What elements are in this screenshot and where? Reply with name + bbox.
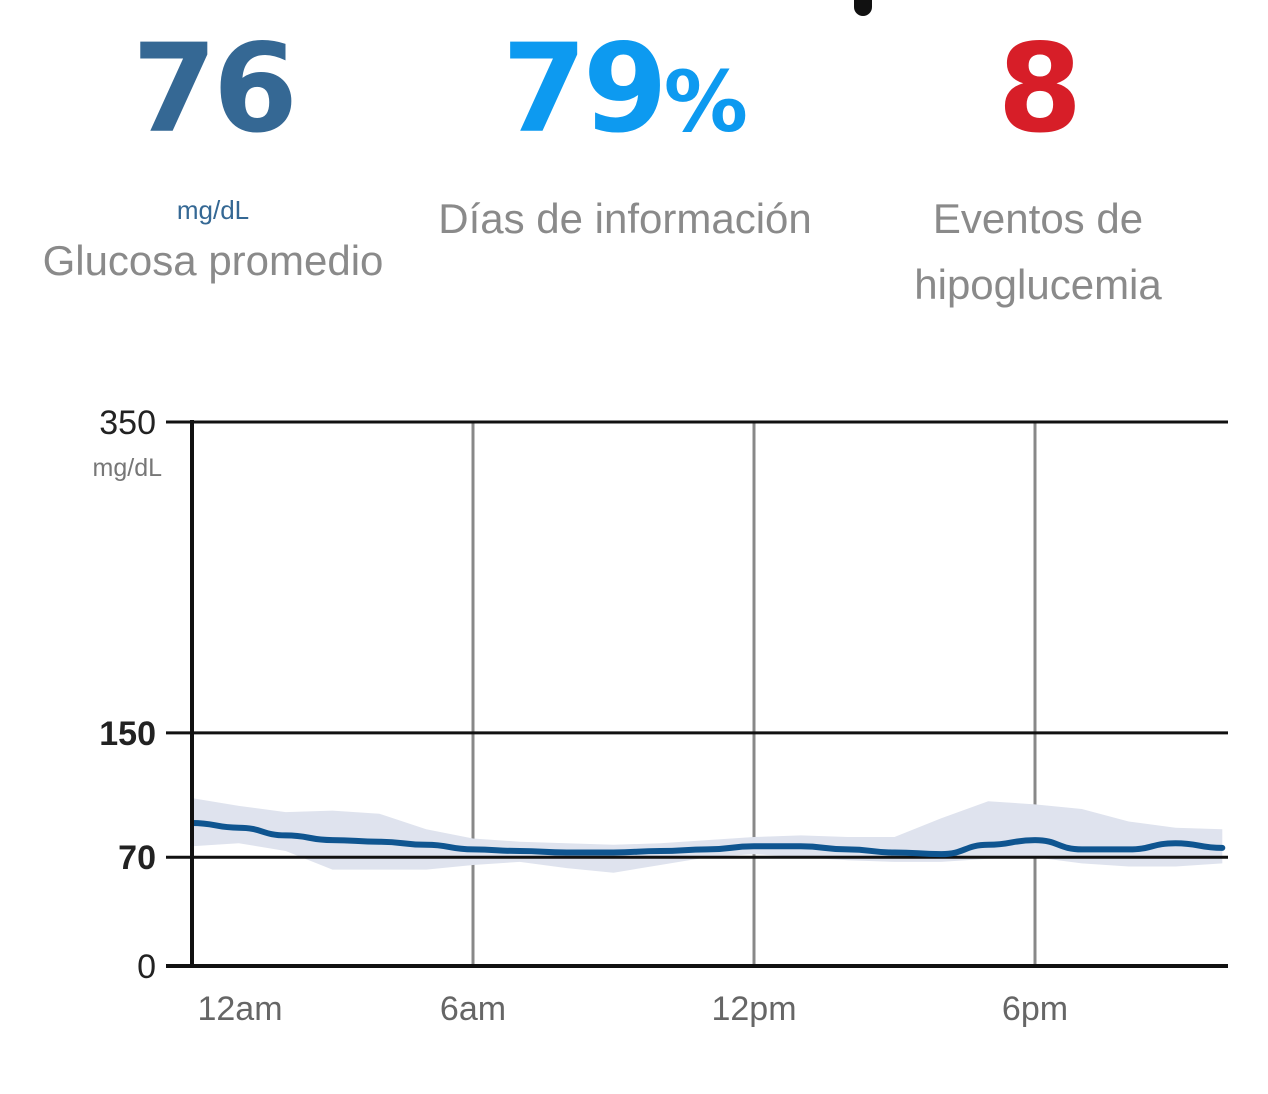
hypoglycemia-events-label: Eventos de hipoglucemia bbox=[880, 186, 1196, 318]
x-tick-label-12am: 12am bbox=[197, 990, 282, 1028]
median-line-group bbox=[192, 820, 1226, 858]
data-days-label: Días de información bbox=[438, 195, 812, 242]
y-axis-labels: 0 70 150 350 mg/dL bbox=[93, 404, 163, 986]
y-tick-label-0: 0 bbox=[137, 948, 156, 986]
y-axis-unit: mg/dL bbox=[93, 454, 163, 482]
data-days-value: 79% bbox=[420, 28, 830, 150]
data-days-percent-sign: % bbox=[663, 53, 748, 151]
hypoglycemia-label-line2: hipoglucemia bbox=[914, 261, 1162, 308]
y-tick-label-150: 150 bbox=[99, 715, 156, 753]
x-axis-labels: 12am 6am 12pm 6pm bbox=[197, 990, 1068, 1028]
median-glucose-line bbox=[192, 820, 1226, 858]
x-tick-label-6pm: 6pm bbox=[1002, 990, 1068, 1028]
chart-axes bbox=[166, 420, 1228, 968]
data-days-number: 79 bbox=[502, 18, 668, 160]
horizontal-gridlines bbox=[166, 420, 1228, 859]
camera-notch bbox=[854, 0, 872, 16]
average-glucose-value: 76 bbox=[132, 18, 298, 160]
vertical-gridlines bbox=[471, 422, 1037, 966]
y-tick-label-350: 350 bbox=[99, 404, 156, 442]
hypoglycemia-events-stat: 8 Eventos de hipoglucemia bbox=[880, 28, 1196, 318]
hypoglycemia-events-value: 8 bbox=[997, 18, 1083, 160]
hypoglycemia-label-line1: Eventos de bbox=[932, 195, 1144, 242]
glucose-range-band bbox=[192, 798, 1223, 873]
y-tick-label-70: 70 bbox=[118, 839, 156, 877]
average-glucose-stat: 76 mg/dL Glucosa promedio bbox=[30, 28, 396, 294]
data-days-stat: 79% Días de información bbox=[420, 28, 830, 252]
x-tick-label-12pm: 12pm bbox=[711, 990, 796, 1028]
range-band-group bbox=[192, 798, 1223, 873]
x-tick-label-6am: 6am bbox=[440, 990, 506, 1028]
average-glucose-unit: mg/dL bbox=[176, 195, 250, 225]
average-glucose-label: Glucosa promedio bbox=[42, 237, 384, 284]
